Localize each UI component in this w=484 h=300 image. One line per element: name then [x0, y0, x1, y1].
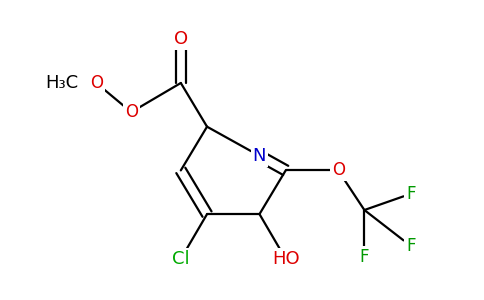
Text: HO: HO [272, 250, 300, 268]
Text: O: O [125, 103, 138, 121]
Text: F: F [406, 185, 416, 203]
Text: F: F [406, 237, 416, 255]
Text: N: N [253, 147, 266, 165]
Text: H₃C: H₃C [45, 74, 78, 92]
Text: O: O [90, 74, 103, 92]
Text: O: O [332, 161, 345, 179]
Text: O: O [174, 30, 188, 48]
Text: F: F [360, 248, 369, 266]
Text: Cl: Cl [172, 250, 190, 268]
